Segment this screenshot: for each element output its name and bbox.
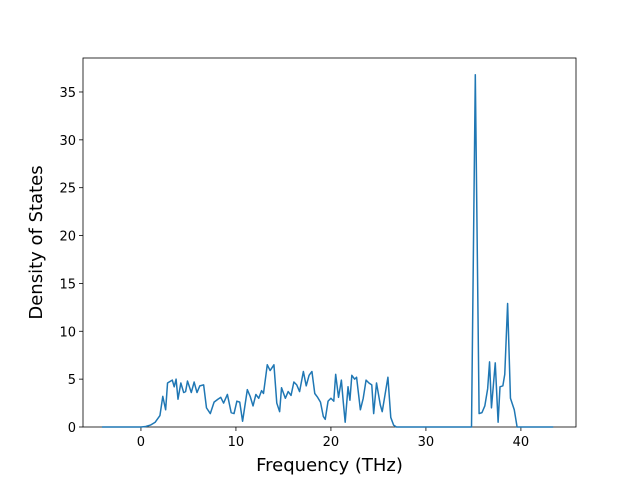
y-tick-label: 5 (68, 373, 76, 388)
x-tick-label: 30 (418, 435, 435, 450)
y-tick-label: 20 (59, 230, 76, 245)
x-tick-label: 0 (137, 435, 145, 450)
x-axis-label: Frequency (THz) (256, 455, 403, 476)
x-tick-label: 10 (228, 435, 245, 450)
x-tick-label: 20 (323, 435, 340, 450)
y-axis-label: Density of States (26, 165, 47, 319)
y-tick-label: 30 (59, 134, 76, 149)
y-tick-label: 10 (59, 325, 76, 340)
plot-frame (82, 57, 577, 428)
y-tick-label: 25 (59, 182, 76, 197)
y-tick-label: 35 (59, 86, 76, 101)
y-tick-label: 0 (68, 421, 76, 436)
line-series (101, 74, 554, 428)
x-tick-label: 40 (513, 435, 530, 450)
y-tick-label: 15 (59, 277, 76, 292)
